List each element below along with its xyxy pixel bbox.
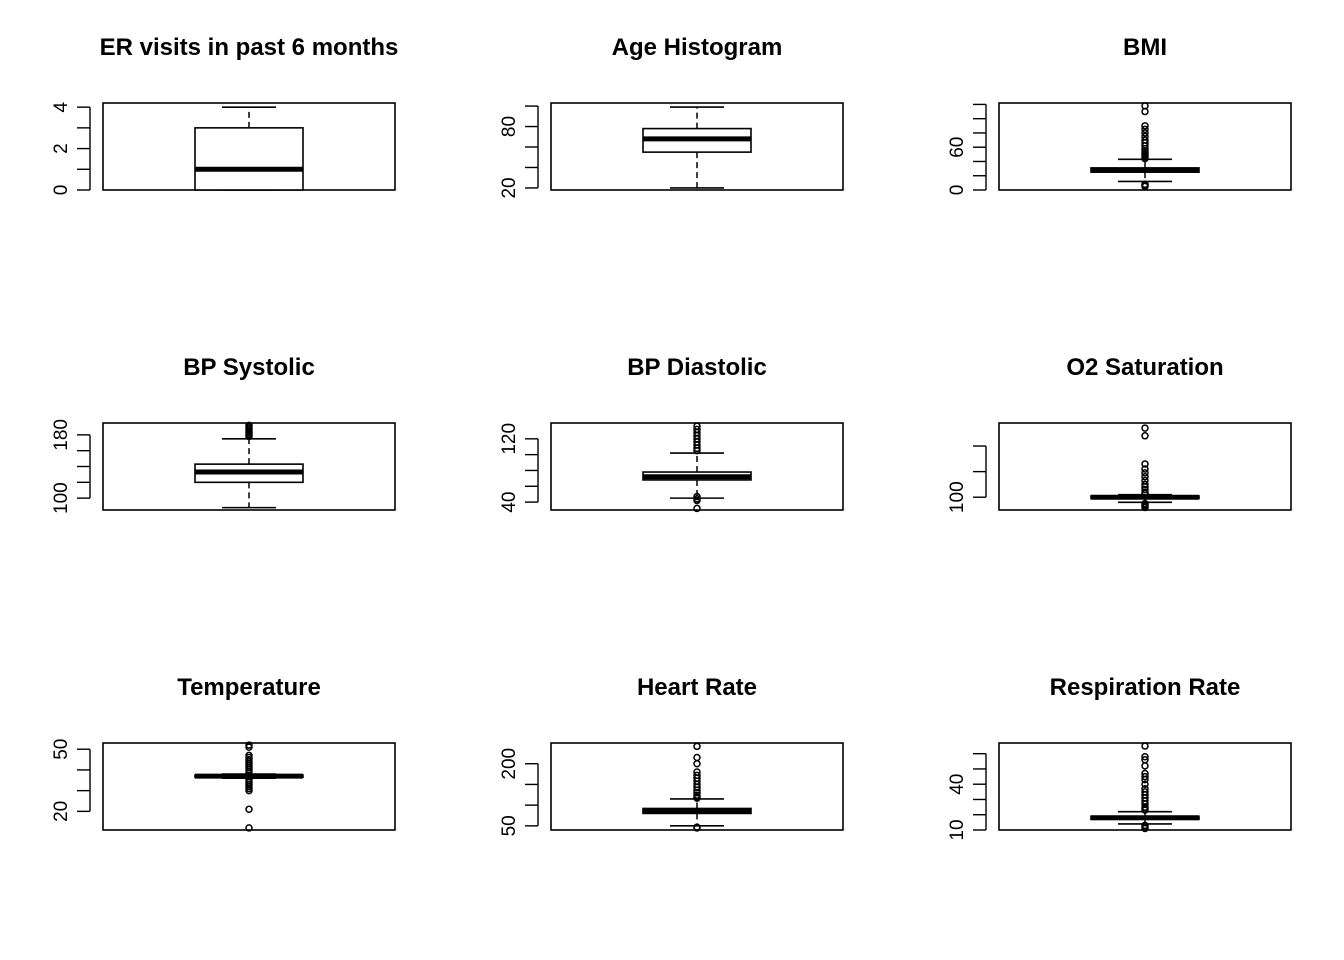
outlier-point [693, 824, 701, 832]
panel-title: Heart Rate [637, 674, 757, 701]
panel-title: ER visits in past 6 months [100, 34, 399, 61]
y-tick-label: 4 [51, 101, 72, 112]
panel-title: Age Histogram [612, 34, 783, 61]
y-tick-label: 2 [51, 143, 72, 154]
y-tick-label: 0 [947, 185, 968, 196]
outlier-point [693, 496, 701, 505]
outlier-point [1141, 752, 1149, 761]
outlier-point [693, 444, 701, 453]
outlier-point [245, 824, 253, 832]
panel-title: BP Diastolic [627, 354, 767, 381]
outlier-point [1141, 806, 1149, 814]
outlier-point [1141, 485, 1149, 494]
outlier-point [1141, 480, 1149, 489]
y-tick-label: 120 [499, 423, 520, 455]
boxplot-panel: Temperature 20 50 [51, 674, 396, 832]
y-tick-label: 40 [499, 492, 520, 513]
outlier-point [1141, 503, 1149, 512]
outlier-point [693, 446, 701, 455]
y-tick-label: 20 [499, 177, 520, 198]
y-tick-label: 60 [947, 137, 968, 158]
plot-frame [102, 742, 396, 831]
outlier-point [1141, 772, 1149, 781]
y-tick-label: 40 [947, 774, 968, 795]
y-tick-label: 10 [947, 819, 968, 840]
outlier-point [693, 504, 701, 513]
outlier-point [1141, 742, 1149, 750]
outlier-point [1141, 460, 1149, 468]
outlier-point [245, 432, 253, 441]
outlier-point [1141, 129, 1149, 137]
boxplot-panel: Respiration Rate 10 40 [947, 674, 1292, 841]
outlier-point [1141, 182, 1149, 191]
boxplot-panel: ER visits in past 6 months 0 2 4 [51, 34, 398, 195]
y-tick-label: 180 [51, 419, 72, 451]
outlier-point [1141, 489, 1149, 498]
y-tick-label: 100 [947, 481, 968, 513]
outlier-point [1141, 432, 1149, 440]
panel-title: BP Systolic [183, 354, 315, 381]
outlier-point [1141, 122, 1149, 130]
iqr-box [194, 127, 304, 191]
outlier-point [1141, 154, 1149, 163]
outlier-point [1141, 424, 1149, 432]
outlier-point [693, 759, 701, 768]
outlier-point [1141, 775, 1149, 784]
outlier-point [693, 753, 701, 762]
panel-title: Temperature [177, 674, 321, 701]
outlier-point [693, 742, 701, 751]
panel-title: O2 Saturation [1066, 354, 1223, 381]
boxplot-panel: BP Diastolic 40 120 [499, 354, 844, 513]
boxplot-panel: BP Systolic 100 180 [51, 354, 396, 514]
outlier-point [1141, 125, 1149, 134]
y-tick-label: 50 [51, 739, 72, 760]
panel-title: BMI [1123, 34, 1167, 61]
outlier-point [245, 805, 253, 814]
outlier-point [693, 492, 701, 501]
outlier-point [1141, 780, 1149, 788]
panel-title: Respiration Rate [1050, 674, 1241, 701]
boxplot-panel: Age Histogram 20 80 [499, 34, 844, 199]
boxplot-panel: BMI 0 60 [947, 34, 1292, 196]
boxplot-panel: Heart Rate 50 200 [499, 674, 844, 836]
outlier-point [693, 794, 701, 802]
outlier-point [1141, 762, 1149, 770]
y-tick-label: 0 [51, 185, 72, 196]
outlier-point [1141, 142, 1149, 150]
boxplot-panel: O2 Saturation 100 [947, 354, 1292, 513]
y-tick-label: 200 [499, 748, 520, 780]
outlier-point [245, 786, 253, 795]
outlier-point [1141, 107, 1149, 116]
y-tick-label: 20 [51, 801, 72, 822]
y-tick-label: 50 [499, 815, 520, 836]
y-tick-label: 100 [51, 482, 72, 514]
outlier-point [1141, 469, 1149, 477]
outlier-point [245, 768, 253, 776]
outlier-point [245, 743, 253, 751]
outlier-point [693, 786, 701, 794]
plot-frame [550, 102, 844, 191]
outlier-point [1141, 465, 1149, 473]
y-tick-label: 80 [499, 116, 520, 137]
outlier-point [1141, 824, 1149, 833]
outlier-point [1141, 472, 1149, 481]
